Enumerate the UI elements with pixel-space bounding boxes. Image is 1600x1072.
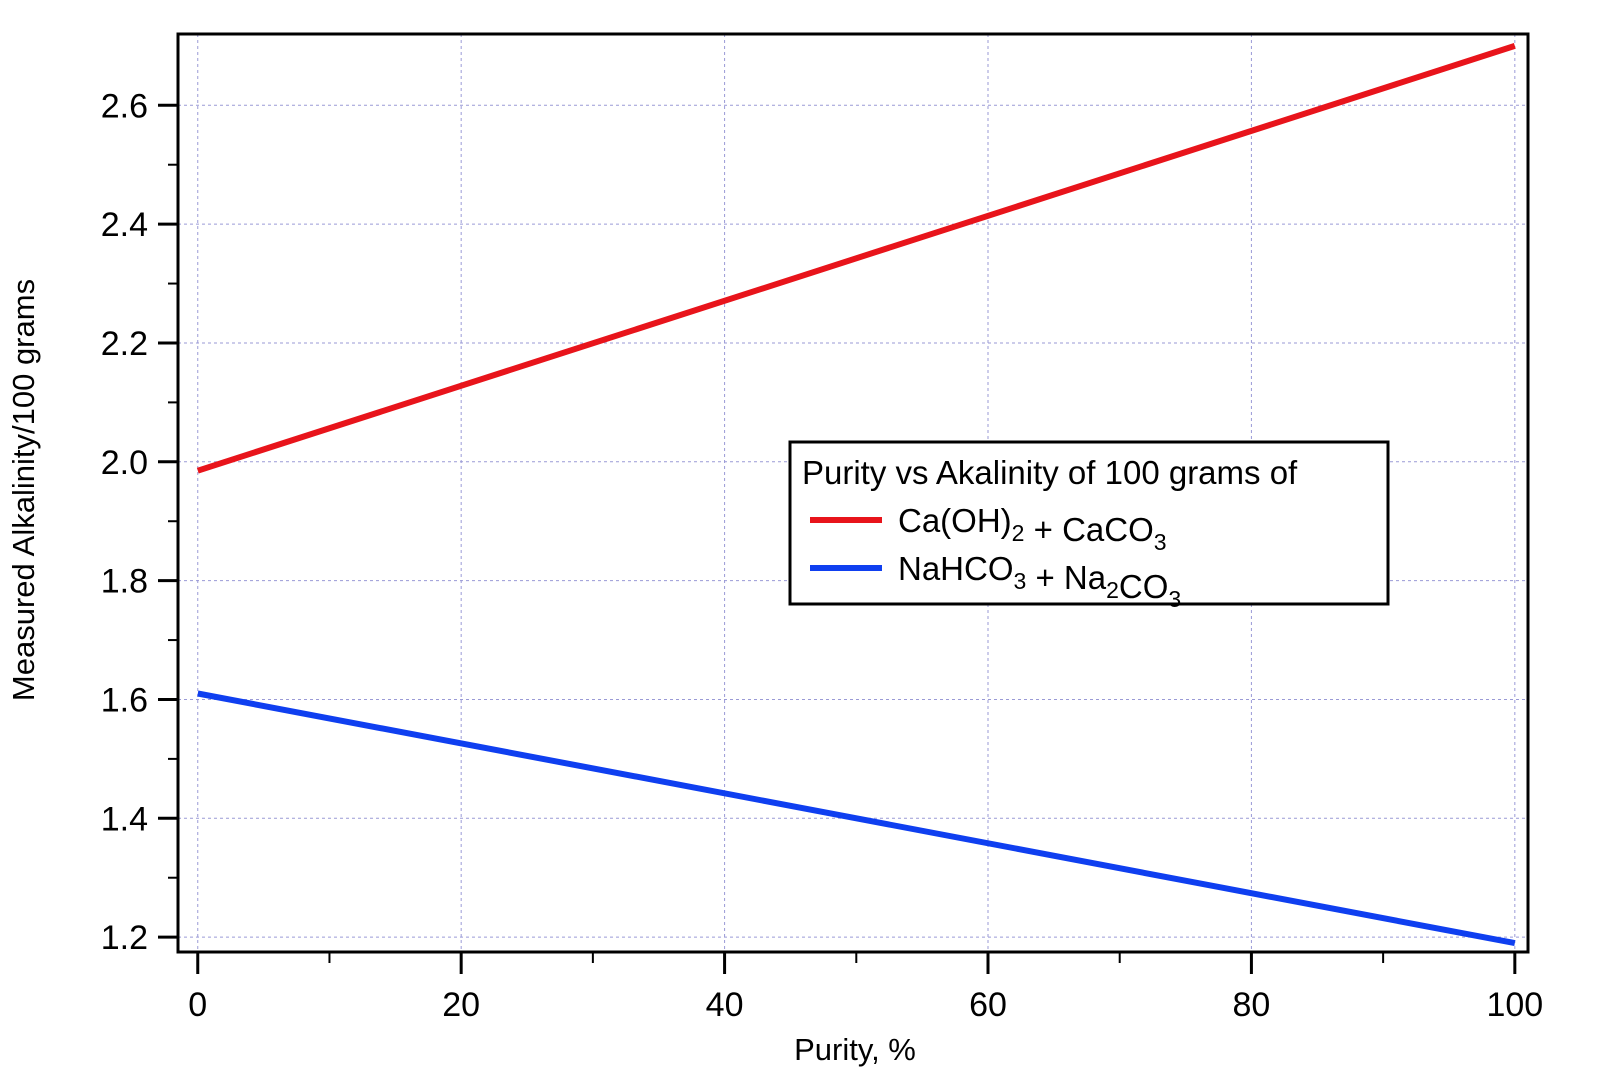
y-tick-label-4: 2.0 (101, 444, 148, 482)
y-axis: 1.2 1.4 1.6 1.8 2.0 2.2 2.4 2.6 (101, 87, 178, 957)
x-tick-label-2: 40 (706, 986, 744, 1024)
legend-label-1: NaHCO3 + Na2CO3 (898, 550, 1181, 612)
x-axis: 0 20 40 60 80 100 (188, 952, 1543, 1024)
plot-frame (176, 32, 1530, 954)
x-tick-label-0: 0 (188, 986, 207, 1024)
x-tick-label-1: 20 (442, 986, 480, 1024)
x-tick-label-5: 100 (1486, 986, 1543, 1024)
y-tick-label-7: 2.6 (101, 87, 148, 125)
y-tick-label-2: 1.6 (101, 681, 148, 719)
y-tick-label-1: 1.4 (101, 800, 148, 838)
legend-label-0: Ca(OH)2 + CaCO3 (898, 502, 1167, 555)
series-line-0 (196, 43, 1516, 474)
y-tick-label-0: 1.2 (101, 919, 148, 957)
legend-title: Purity vs Akalinity of 100 grams of (802, 454, 1298, 491)
legend-box (788, 440, 1390, 606)
x-axis-label: Purity, % (794, 1032, 916, 1067)
y-tick-label-3: 1.8 (101, 563, 148, 601)
legend: Purity vs Akalinity of 100 grams of Ca(O… (788, 440, 1390, 612)
y-tick-label-6: 2.4 (101, 206, 148, 244)
series-lines (196, 43, 1516, 947)
x-tick-label-3: 60 (969, 986, 1007, 1024)
series-line-1 (197, 690, 1516, 947)
x-tick-label-4: 80 (1233, 986, 1271, 1024)
y-tick-label-5: 2.2 (101, 325, 148, 363)
y-axis-label: Measured Alkalinity/100 grams (6, 279, 41, 701)
